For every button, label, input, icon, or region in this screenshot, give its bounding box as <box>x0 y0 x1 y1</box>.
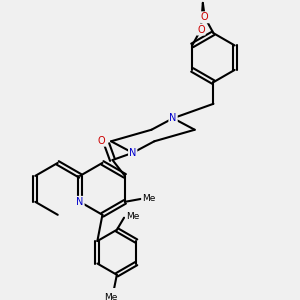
Text: Me: Me <box>104 293 118 300</box>
Text: Me: Me <box>126 212 140 221</box>
Text: Me: Me <box>142 194 155 203</box>
Text: O: O <box>98 136 105 146</box>
Text: N: N <box>76 197 84 207</box>
Text: O: O <box>201 12 208 22</box>
Text: N: N <box>169 113 177 123</box>
Text: N: N <box>129 148 136 158</box>
Text: O: O <box>197 25 205 34</box>
